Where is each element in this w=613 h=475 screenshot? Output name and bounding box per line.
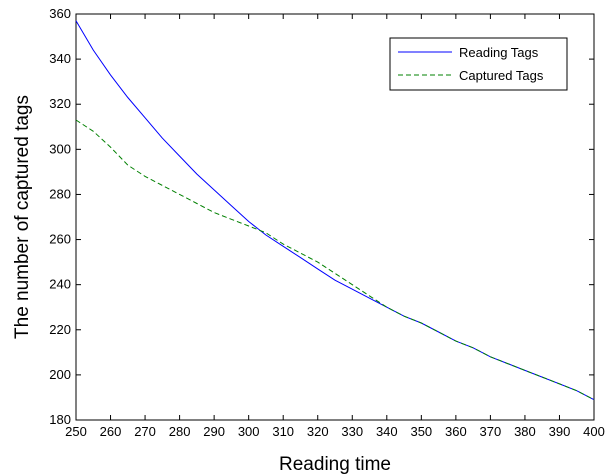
y-tick-label: 340	[49, 51, 71, 66]
x-tick-label: 380	[514, 424, 536, 439]
y-tick-label: 300	[49, 141, 71, 156]
x-axis-title: Reading time	[279, 454, 391, 475]
y-tick-label: 220	[49, 322, 71, 337]
y-tick-label: 200	[49, 367, 71, 382]
y-tick-label: 280	[49, 186, 71, 201]
x-tick-label: 350	[410, 424, 432, 439]
y-tick-label: 360	[49, 6, 71, 21]
y-tick-label: 240	[49, 277, 71, 292]
x-tick-label: 250	[65, 424, 87, 439]
x-tick-label: 400	[583, 424, 605, 439]
legend-label-captured-tags: Captured Tags	[459, 68, 544, 83]
legend: Reading Tags Captured Tags	[389, 37, 568, 91]
x-tick-label: 370	[480, 424, 502, 439]
x-tick-label: 310	[272, 424, 294, 439]
x-tick-label: 280	[169, 424, 191, 439]
x-tick-label: 290	[203, 424, 225, 439]
x-tick-label: 270	[134, 424, 156, 439]
legend-box	[389, 37, 568, 91]
series-layer	[75, 20, 595, 401]
y-axis: 180 200 220 240 260 280 300 320 340 360	[49, 6, 594, 427]
y-tick-label: 320	[49, 96, 71, 111]
x-tick-label: 300	[238, 424, 260, 439]
x-tick-label: 320	[307, 424, 329, 439]
x-tick-label: 260	[100, 424, 122, 439]
y-tick-label: 180	[49, 412, 71, 427]
x-tick-label: 360	[445, 424, 467, 439]
x-axis: 250 260 270 280 290 300 310 320 330 340 350 360 370 3…	[65, 14, 605, 439]
legend-label-reading-tags: Reading Tags	[459, 45, 539, 60]
x-tick-label: 330	[341, 424, 363, 439]
x-tick-label: 390	[549, 424, 571, 439]
series-line-captured-tags	[75, 119, 595, 401]
y-axis-title: The number of captured tags	[12, 95, 33, 339]
y-tick-label: 260	[49, 232, 71, 247]
x-tick-label: 340	[376, 424, 398, 439]
